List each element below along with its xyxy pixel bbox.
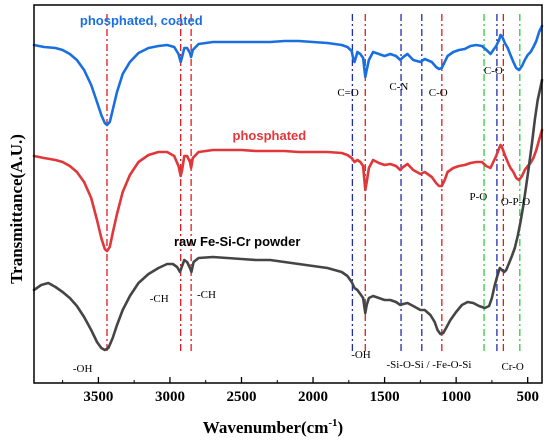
- x-axis-title: Wavenumber(cm-1): [203, 417, 343, 437]
- x-tick-label-2: 2500: [226, 389, 256, 405]
- series-line-2: [32, 78, 544, 352]
- series-lines: [32, 24, 544, 352]
- annotation-8: -OH: [73, 363, 93, 375]
- reference-lines: [106, 14, 521, 352]
- series-line-0: [32, 24, 544, 127]
- annotation-6: -CH: [150, 293, 169, 305]
- annotation-1: C-N: [389, 81, 408, 93]
- x-axis-title-close: ): [338, 418, 344, 437]
- series-label-1: phosphated: [233, 128, 307, 143]
- annotation-11: Cr-O: [501, 361, 523, 373]
- annotation-0: C=O: [337, 87, 359, 99]
- plot-frame: [33, 4, 543, 384]
- plot-border: [33, 4, 543, 384]
- series-labels: phosphated, coated phosphated raw Fe-Si-Cr…: [80, 13, 306, 249]
- peak-annotations: C=O C-N C-O C-O P-O O-P-O -CH -CH -OH -OH -Si-O-Si…: [73, 65, 530, 375]
- annotation-5: O-P-O: [501, 196, 530, 208]
- x-tick-label-0: 3500: [83, 389, 113, 405]
- series-line-1: [32, 128, 544, 253]
- x-axis-title-sup: -1: [328, 417, 337, 429]
- annotation-7: -CH: [197, 289, 216, 301]
- annotation-10: -Si-O-Si / -Fe-O-Si: [386, 359, 471, 371]
- annotation-4: P-O: [469, 191, 487, 203]
- x-ticks: 3500 3000 2500 2000 1500 1000 500: [62, 377, 539, 405]
- annotation-3: C-O: [484, 65, 503, 77]
- x-axis-title-main: Wavenumber(cm: [203, 418, 329, 437]
- x-tick-label-6: 500: [516, 389, 539, 405]
- x-tick-label-3: 2000: [298, 389, 328, 405]
- x-tick-label-1: 3000: [155, 389, 185, 405]
- series-label-2: raw Fe-Si-Cr powder: [174, 234, 300, 249]
- x-tick-label-5: 1000: [441, 389, 471, 405]
- series-label-0: phosphated, coated: [80, 13, 203, 28]
- annotation-9: -OH: [351, 349, 371, 361]
- x-tick-label-4: 1500: [370, 389, 400, 405]
- annotation-2: C-O: [429, 87, 448, 99]
- y-axis-title: Transmittance(A.U.): [7, 134, 26, 284]
